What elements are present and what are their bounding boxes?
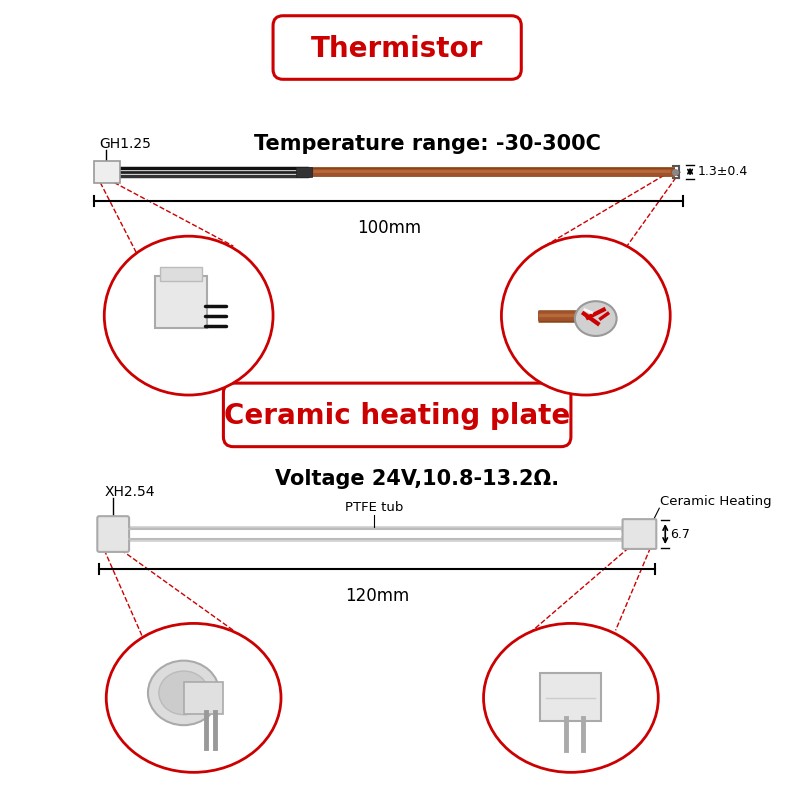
FancyBboxPatch shape [160,267,202,281]
Ellipse shape [148,661,219,725]
Ellipse shape [104,236,273,395]
Ellipse shape [502,236,670,395]
FancyBboxPatch shape [184,682,223,714]
Text: Temperature range: -30-300C: Temperature range: -30-300C [254,134,600,154]
Text: 120mm: 120mm [345,586,410,605]
FancyBboxPatch shape [223,383,571,446]
Ellipse shape [483,623,658,772]
FancyBboxPatch shape [155,276,206,327]
Ellipse shape [106,623,281,772]
Text: 1.3±0.4: 1.3±0.4 [698,165,748,178]
FancyBboxPatch shape [94,161,120,182]
FancyBboxPatch shape [540,673,601,721]
Text: GH1.25: GH1.25 [99,137,151,151]
Text: XH2.54: XH2.54 [104,486,154,499]
Text: Voltage 24V,10.8-13.2Ω.: Voltage 24V,10.8-13.2Ω. [275,470,559,490]
Text: Thermistor: Thermistor [311,34,483,62]
Ellipse shape [159,671,209,714]
FancyBboxPatch shape [622,519,656,549]
Text: 100mm: 100mm [357,219,421,238]
Text: Ceramic Heating: Ceramic Heating [660,495,772,508]
Text: 6.7: 6.7 [670,527,690,541]
FancyBboxPatch shape [273,16,522,79]
Text: Ceramic heating plate: Ceramic heating plate [224,402,570,430]
Text: PTFE tub: PTFE tub [345,501,403,514]
FancyBboxPatch shape [296,166,312,177]
FancyBboxPatch shape [98,516,129,552]
Ellipse shape [575,302,617,336]
